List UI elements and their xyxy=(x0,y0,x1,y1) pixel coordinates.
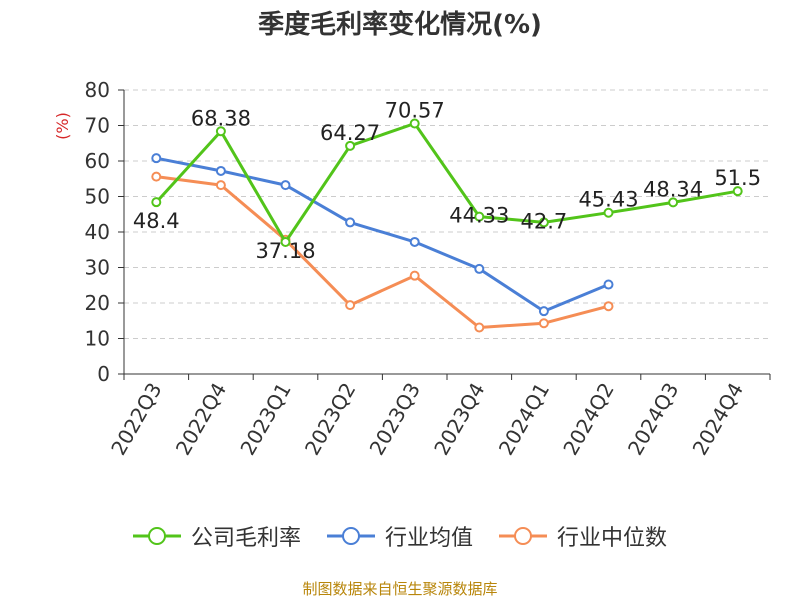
data-point xyxy=(668,197,679,208)
data-label: 45.43 xyxy=(578,188,638,212)
data-label: 48.34 xyxy=(643,177,703,201)
data-label: 42.7 xyxy=(521,209,568,233)
x-tick-label: 2024Q3 xyxy=(623,379,683,460)
y-tick-label: 70 xyxy=(85,114,110,138)
data-label: 48.4 xyxy=(133,209,180,233)
y-tick-label: 80 xyxy=(85,78,110,102)
data-label: 70.57 xyxy=(385,98,445,122)
y-tick-label: 30 xyxy=(85,256,110,280)
series-line xyxy=(155,122,738,244)
legend-label: 行业均值 xyxy=(384,526,473,551)
data-point xyxy=(538,306,549,317)
data-point xyxy=(603,301,614,312)
y-tick-label: 60 xyxy=(85,149,110,173)
data-point xyxy=(538,318,549,329)
data-label: 51.5 xyxy=(714,166,761,190)
data-point xyxy=(215,165,226,176)
data-point xyxy=(215,180,226,191)
data-label: 68.38 xyxy=(191,106,251,130)
data-point xyxy=(474,211,485,222)
data-point xyxy=(345,300,356,311)
x-tick-label: 2023Q4 xyxy=(429,379,489,460)
data-point xyxy=(603,279,614,290)
legend-item[interactable]: 行业中位数 xyxy=(499,520,667,552)
data-point xyxy=(151,197,162,208)
y-tick-label: 20 xyxy=(85,291,110,315)
x-tick-label: 2024Q4 xyxy=(688,379,748,460)
series-line xyxy=(156,175,609,329)
legend: 公司毛利率 行业均值 行业中位数 xyxy=(0,520,800,552)
data-point xyxy=(538,217,549,228)
data-point xyxy=(409,236,420,247)
x-tick-label: 2023Q1 xyxy=(235,379,295,460)
data-point xyxy=(732,186,743,197)
y-tick-label: 50 xyxy=(85,185,110,209)
data-label: 44.33 xyxy=(449,204,509,228)
source-note: 制图数据来自恒生聚源数据库 xyxy=(302,580,498,598)
legend-label: 行业中位数 xyxy=(557,526,668,551)
data-label: 37.18 xyxy=(255,239,315,263)
series-line xyxy=(156,156,610,313)
y-axis-label: (%) xyxy=(53,112,72,140)
legend-label: 公司毛利率 xyxy=(190,526,301,551)
x-tick-label: 2024Q2 xyxy=(558,379,618,460)
x-tick-label: 2023Q2 xyxy=(300,379,360,460)
legend-swatch xyxy=(132,527,181,545)
x-tick-label: 2022Q4 xyxy=(171,379,231,460)
data-point xyxy=(280,237,291,248)
x-tick-label: 2023Q3 xyxy=(365,379,425,460)
legend-item[interactable]: 行业均值 xyxy=(326,520,473,552)
data-point xyxy=(474,263,485,274)
data-point xyxy=(345,140,356,151)
y-tick-label: 10 xyxy=(85,327,110,351)
chart-title: 季度毛利率变化情况(%) xyxy=(258,10,542,40)
data-point xyxy=(409,118,420,129)
data-label: 64.27 xyxy=(320,121,380,145)
legend-item[interactable]: 公司毛利率 xyxy=(132,520,301,552)
data-point xyxy=(151,171,162,182)
x-tick-label: 2024Q1 xyxy=(494,379,554,460)
legend-swatch xyxy=(499,527,547,545)
y-tick-label: 0 xyxy=(97,362,110,386)
y-tick-label: 40 xyxy=(85,220,110,244)
data-point xyxy=(215,126,226,137)
data-point xyxy=(345,217,356,228)
legend-swatch xyxy=(326,527,375,545)
data-point xyxy=(474,322,485,333)
data-point xyxy=(409,270,420,281)
x-tick-label: 2022Q3 xyxy=(106,379,166,460)
data-point xyxy=(280,180,291,191)
data-point xyxy=(151,153,162,164)
data-point xyxy=(603,207,614,218)
